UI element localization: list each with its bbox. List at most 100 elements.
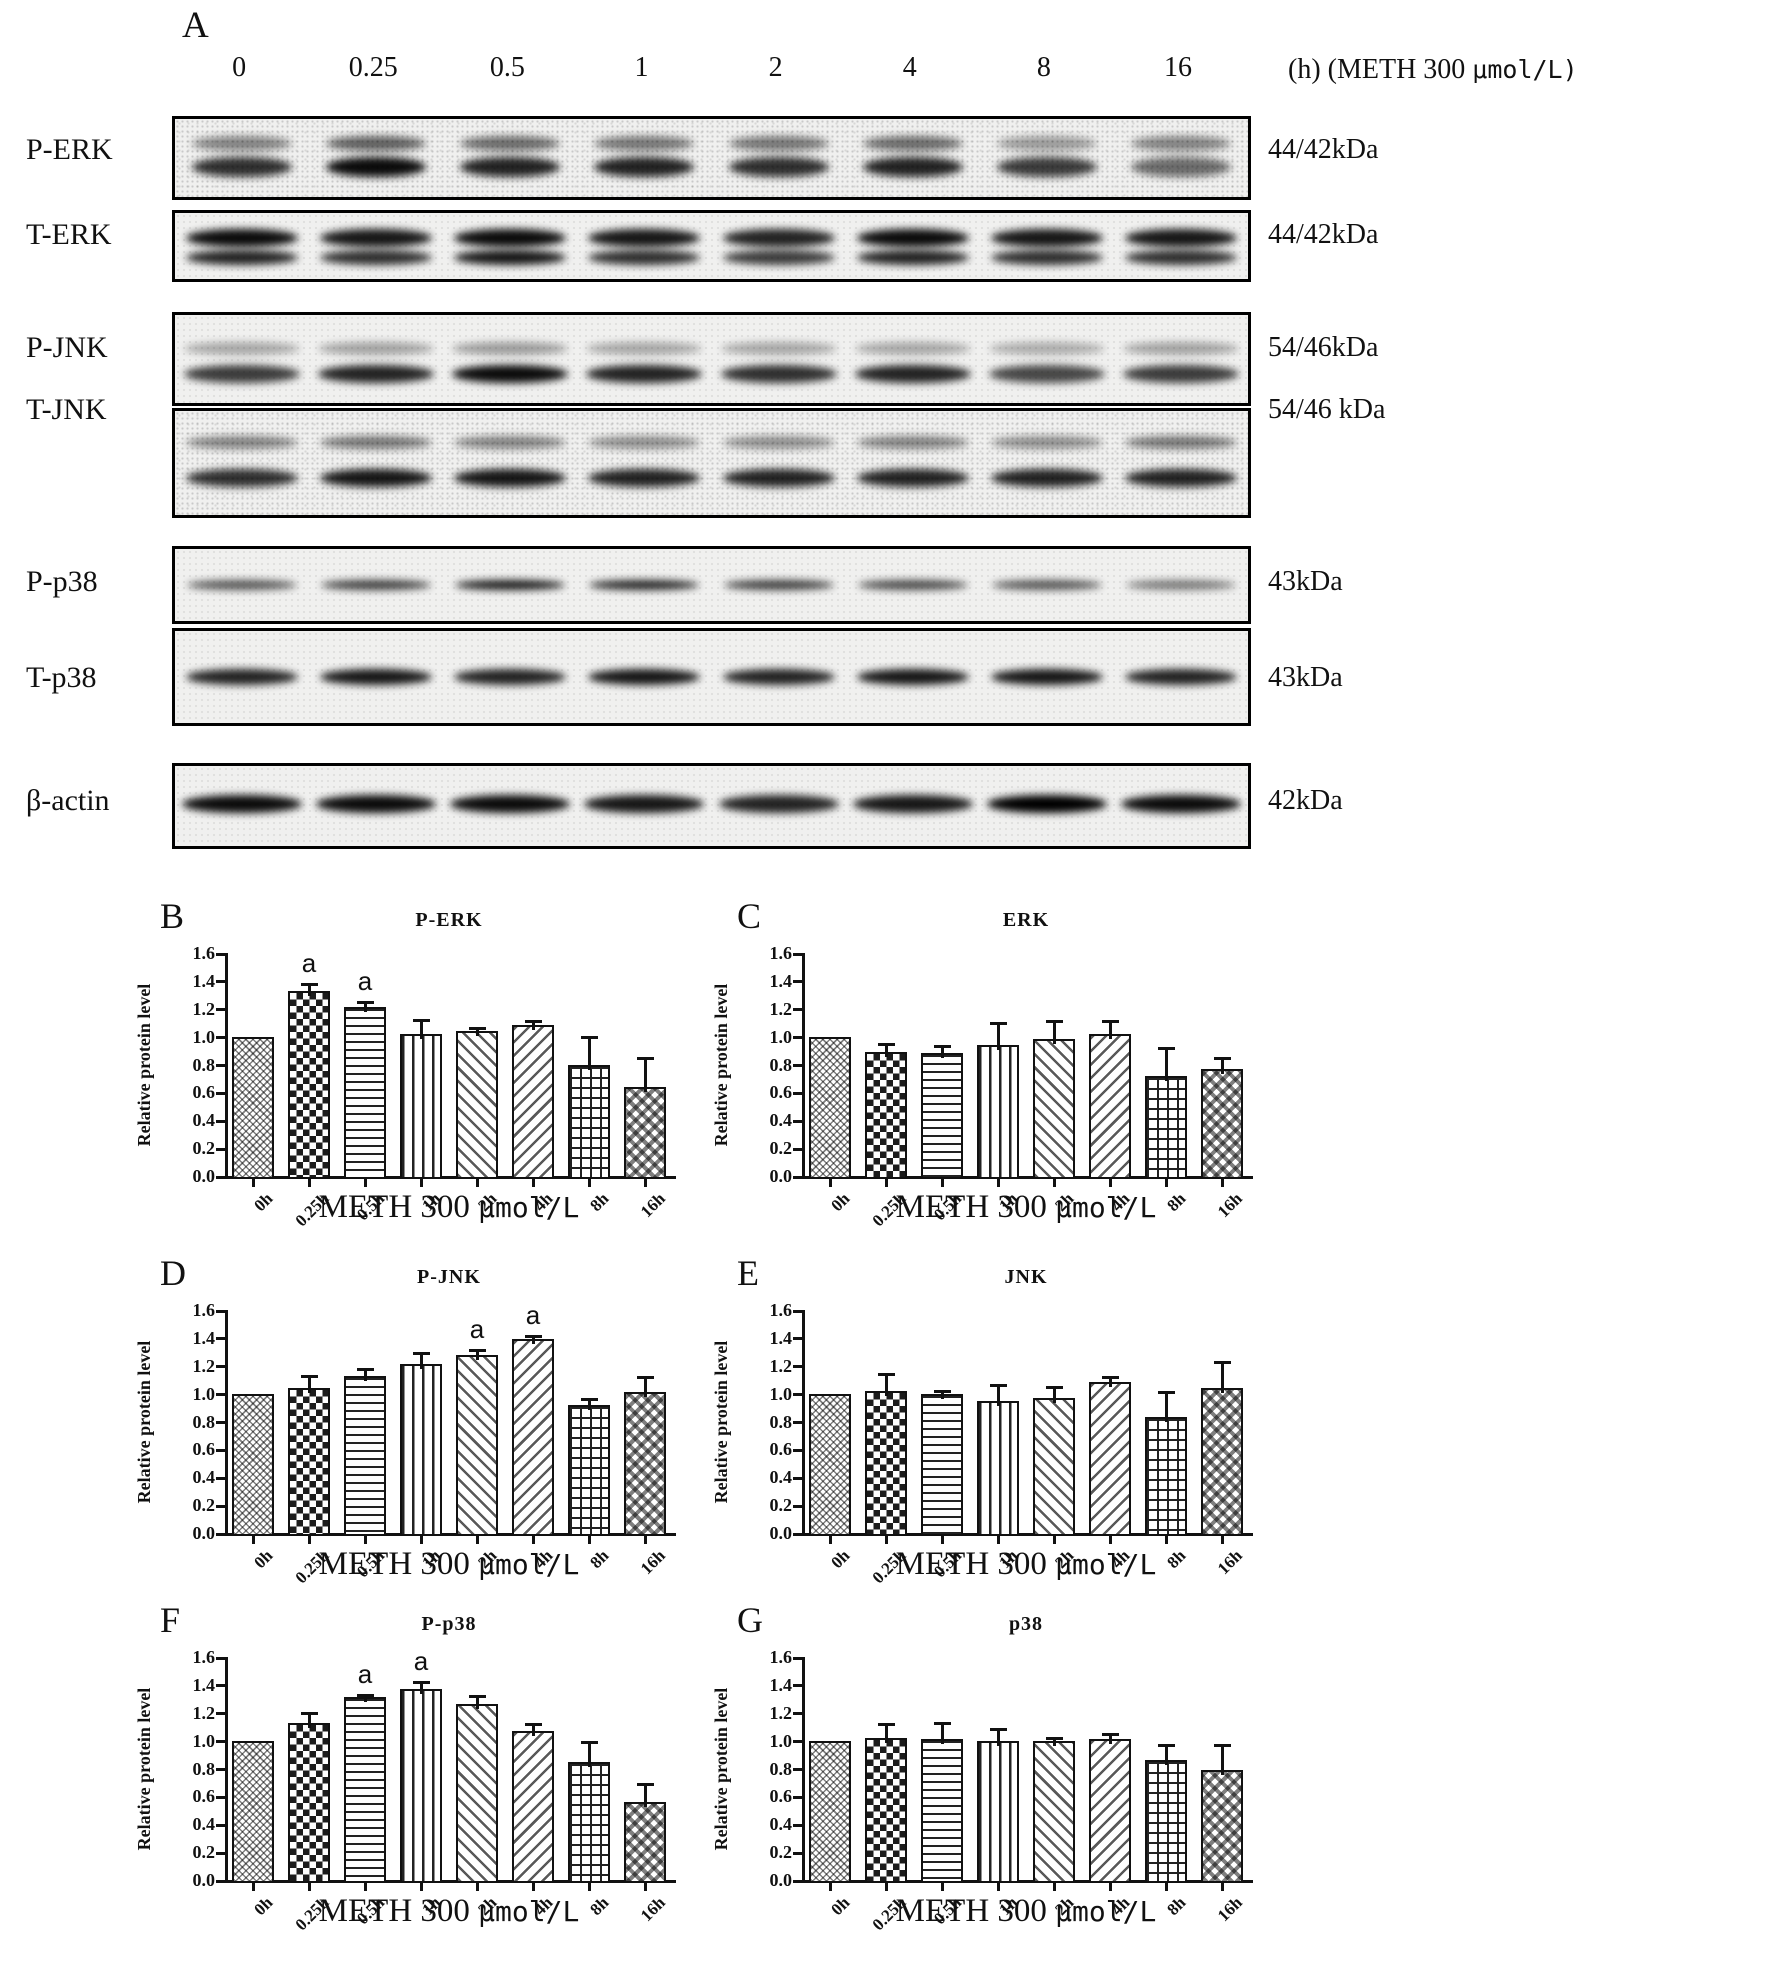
significance-marker: a [413, 1646, 429, 1677]
bar-8h [1145, 1417, 1187, 1536]
y-tick [793, 1768, 802, 1771]
x-tick [1164, 1536, 1168, 1544]
y-tick-label: 1.0 [192, 1383, 216, 1404]
protein-band [452, 341, 569, 355]
error-bar [1052, 1021, 1056, 1045]
x-tick [1164, 1179, 1168, 1187]
error-bar [884, 1374, 888, 1396]
y-tick [793, 1476, 802, 1480]
bar-0h [232, 1740, 274, 1883]
bar-1h [977, 1740, 1019, 1883]
bar-0h [232, 1393, 274, 1536]
y-tick-label: 1.4 [769, 1674, 793, 1695]
error-bar [1164, 1047, 1168, 1081]
protein-band [1124, 250, 1237, 266]
error-bar [475, 1350, 479, 1360]
y-tick [216, 1504, 225, 1508]
protein-band [588, 250, 701, 266]
bar-0.5h [344, 1375, 386, 1536]
bar-1h [400, 1689, 442, 1883]
y-tick-label: 1.2 [192, 1355, 216, 1376]
protein-band [856, 250, 969, 266]
blot-target-label: T-JNK [26, 393, 107, 426]
error-bar [996, 1022, 1000, 1050]
y-tick-label: 1.2 [192, 998, 216, 1019]
y-tick [216, 1175, 225, 1179]
protein-band [589, 580, 700, 590]
error-bar [419, 1682, 423, 1695]
protein-band [594, 157, 695, 178]
error-bar [1220, 1744, 1224, 1775]
protein-band [1124, 229, 1237, 248]
protein-band [722, 468, 835, 487]
error-bar-cap [1157, 1046, 1175, 1050]
y-tick-label: 0.0 [769, 1870, 793, 1890]
blot-image-t-jnk [172, 408, 1251, 518]
y-tick [216, 1532, 225, 1536]
error-bar [587, 1036, 591, 1070]
error-bar-cap [412, 1352, 430, 1356]
error-bar-cap [300, 982, 318, 986]
protein-band [856, 669, 969, 685]
protein-band [988, 364, 1105, 383]
chart-panel-d: D P-JNK Relative protein level 0.0 0.2 0.4 0.6… [120, 1250, 695, 1608]
protein-band [455, 580, 566, 590]
lane-time-label: 0.25 [348, 52, 398, 83]
y-tick-label: 0.0 [192, 1870, 216, 1890]
x-tick [531, 1883, 535, 1891]
protein-band [854, 364, 971, 383]
error-bar-cap [1045, 1736, 1063, 1740]
x-tick [531, 1536, 535, 1544]
bar-1h [400, 1364, 442, 1536]
y-tick-label: 1.4 [192, 1327, 216, 1348]
x-tick [643, 1883, 647, 1891]
error-bar [643, 1057, 647, 1092]
x-axis-label: METH 300 μmol/L [895, 1189, 1157, 1225]
x-tick [1220, 1179, 1224, 1187]
error-bar-cap [636, 1782, 654, 1786]
error-bar [1108, 1733, 1112, 1745]
blot-target-label: T-ERK [26, 218, 112, 251]
protein-band [594, 136, 695, 152]
x-tick [828, 1536, 832, 1544]
x-tick [475, 1883, 479, 1891]
protein-band [718, 795, 839, 814]
y-tick [793, 1684, 802, 1688]
y-tick-label: 1.0 [769, 1026, 793, 1047]
error-bar-cap [356, 1367, 374, 1371]
bar-1h [400, 1033, 442, 1179]
y-tick [793, 1064, 802, 1067]
error-bar [643, 1376, 647, 1398]
protein-band [320, 435, 433, 449]
x-tick [828, 1883, 832, 1891]
protein-band [192, 136, 293, 152]
error-bar [531, 1336, 535, 1345]
error-bar-cap [636, 1375, 654, 1379]
lane-time-label: 1 [634, 52, 649, 83]
y-tick [216, 1008, 225, 1012]
protein-band [454, 435, 567, 449]
blot-image--actin [172, 763, 1251, 849]
y-tick-label: 0.8 [192, 1054, 216, 1075]
x-tick [940, 1179, 944, 1187]
bar-0.25h [865, 1737, 907, 1883]
protein-band [454, 229, 567, 248]
y-tick-label: 0.4 [769, 1467, 793, 1488]
error-bar-cap [580, 1398, 598, 1402]
error-bar-cap [1101, 1375, 1119, 1379]
error-bar [307, 1375, 311, 1394]
protein-band [588, 669, 701, 685]
x-tick [587, 1179, 591, 1187]
x-tick [587, 1883, 591, 1891]
y-tick [216, 1036, 225, 1040]
chart-title: ERK [1002, 909, 1050, 931]
error-bar [419, 1353, 423, 1370]
y-tick [793, 1008, 802, 1012]
y-tick [793, 980, 802, 984]
protein-band [326, 157, 427, 178]
bar-0h [232, 1036, 274, 1179]
protein-band [720, 341, 837, 355]
protein-band [1122, 364, 1239, 383]
y-tick-label: 0.0 [192, 1166, 216, 1186]
